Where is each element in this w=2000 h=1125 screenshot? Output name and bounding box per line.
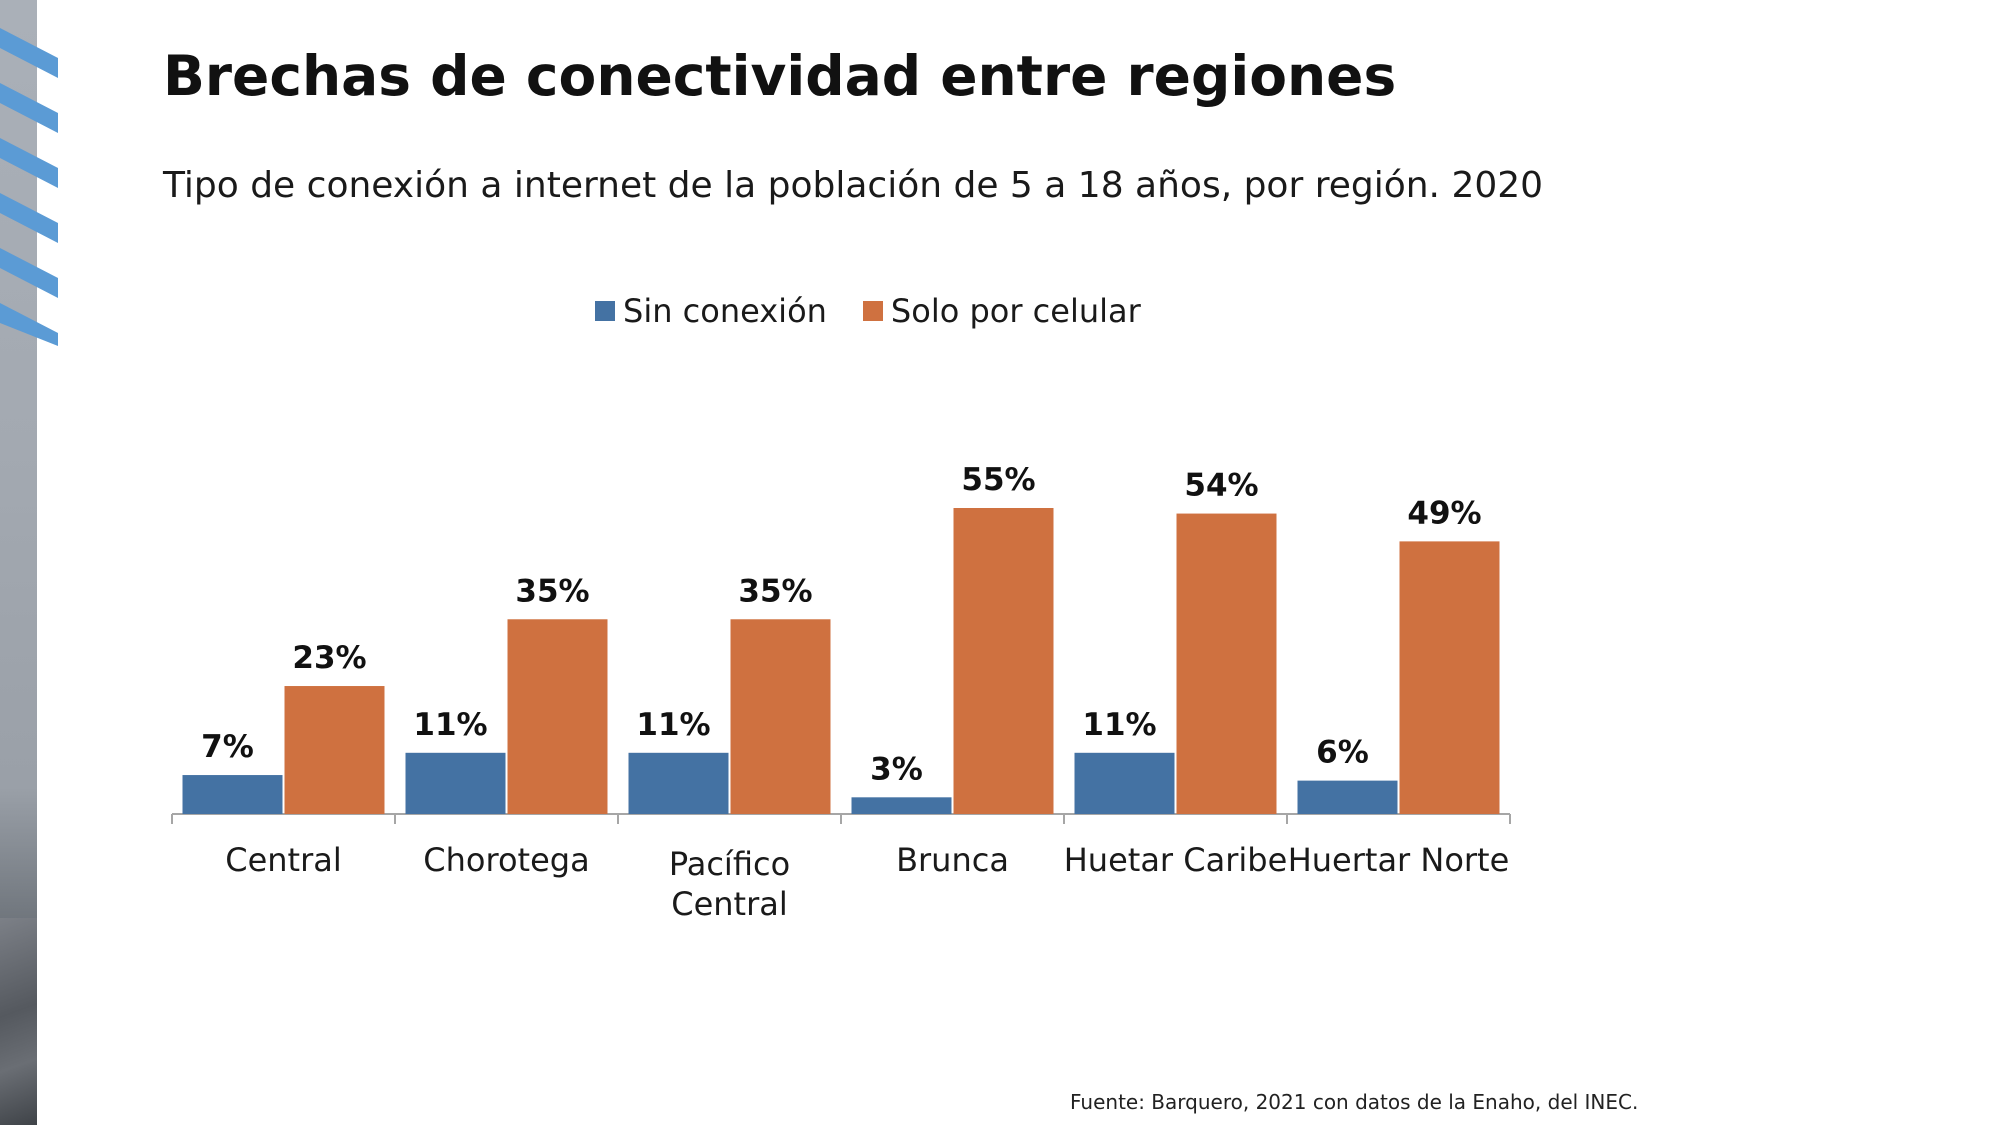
data-label: 3% xyxy=(870,751,923,787)
data-label: 55% xyxy=(961,462,1035,498)
data-label: 23% xyxy=(292,640,366,676)
decorative-stripes xyxy=(0,28,58,346)
x-tick-label: Huetar Caribe xyxy=(1064,841,1288,879)
data-label: 11% xyxy=(1082,707,1156,743)
x-tick-label: Brunca xyxy=(896,841,1009,879)
bar-sin-conexion xyxy=(1297,780,1398,814)
chart-legend: Sin conexión Solo por celular xyxy=(595,292,1177,330)
legend-label-sin-conexion: Sin conexión xyxy=(623,292,827,330)
x-tick-label: Central xyxy=(671,885,788,923)
data-label: 11% xyxy=(413,707,487,743)
x-tick-label: Central xyxy=(225,841,342,879)
decorative-side-photo xyxy=(0,918,37,1125)
x-tick-label: Pacífico xyxy=(669,845,790,883)
bar-sin-conexion xyxy=(628,752,729,814)
decorative-side-strip xyxy=(0,0,37,1125)
legend-swatch-solo-celular xyxy=(862,301,883,321)
bar-solo-celular xyxy=(284,686,385,814)
bar-solo-celular xyxy=(730,619,831,814)
page-subtitle: Tipo de conexión a internet de la poblac… xyxy=(163,165,1544,206)
data-label: 49% xyxy=(1407,495,1481,531)
data-label: 7% xyxy=(201,729,254,765)
bar-solo-celular xyxy=(1176,513,1277,814)
data-label: 54% xyxy=(1184,468,1258,504)
data-label: 11% xyxy=(636,707,710,743)
source-note: Fuente: Barquero, 2021 con datos de la E… xyxy=(1070,1090,1639,1114)
data-label: 35% xyxy=(738,573,812,609)
bar-solo-celular xyxy=(507,619,608,814)
x-tick-label: Chorotega xyxy=(423,841,589,879)
bar-solo-celular xyxy=(953,508,1054,814)
x-tick-label: Huertar Norte xyxy=(1288,841,1510,879)
bar-sin-conexion xyxy=(851,797,952,814)
legend-swatch-sin-conexion xyxy=(595,301,615,321)
bar-sin-conexion xyxy=(182,775,283,814)
bar-sin-conexion xyxy=(405,752,506,814)
page-title: Brechas de conectividad entre regiones xyxy=(163,44,1397,108)
data-label: 35% xyxy=(515,573,589,609)
bar-sin-conexion xyxy=(1074,752,1175,814)
data-label: 6% xyxy=(1316,735,1369,771)
legend-label-solo-celular: Solo por celular xyxy=(890,292,1141,330)
bar-solo-celular xyxy=(1399,541,1500,814)
legend-item-sin-conexion: Sin conexión xyxy=(595,292,827,330)
legend-item-solo-celular: Solo por celular xyxy=(862,292,1141,330)
